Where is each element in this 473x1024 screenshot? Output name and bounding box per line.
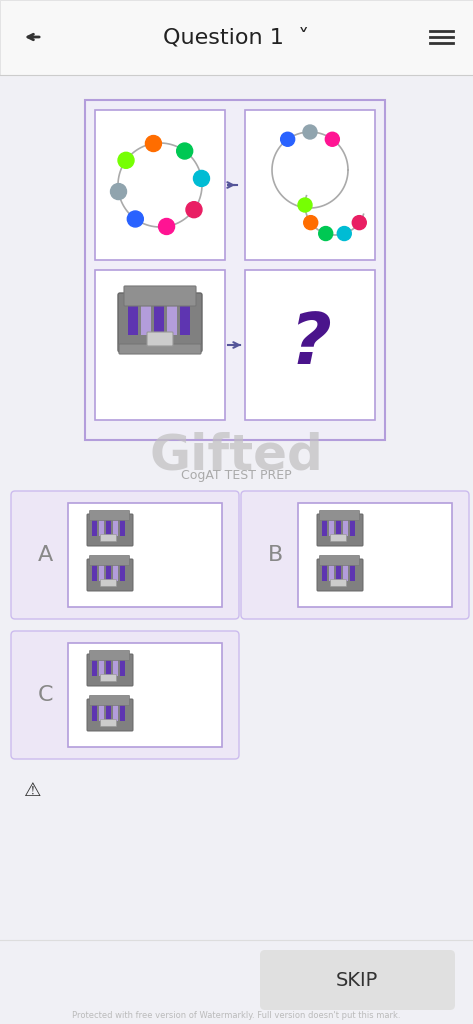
Circle shape [145, 135, 161, 152]
FancyBboxPatch shape [118, 293, 202, 352]
Bar [343, 561, 348, 581]
Bar [99, 516, 104, 536]
FancyBboxPatch shape [331, 580, 347, 587]
Circle shape [118, 153, 134, 168]
FancyBboxPatch shape [124, 286, 196, 306]
Bar [128, 297, 138, 335]
Bar [106, 656, 111, 676]
Bar [120, 701, 125, 721]
Bar [106, 516, 111, 536]
Circle shape [304, 216, 318, 229]
Circle shape [177, 143, 193, 159]
FancyBboxPatch shape [89, 650, 130, 660]
Bar [336, 516, 341, 536]
Bar [180, 297, 190, 335]
FancyBboxPatch shape [100, 580, 116, 587]
Bar [322, 561, 327, 581]
FancyBboxPatch shape [68, 503, 222, 607]
Text: ?: ? [289, 310, 331, 380]
Text: A: A [37, 545, 53, 565]
Bar [113, 516, 118, 536]
Circle shape [158, 218, 175, 234]
FancyBboxPatch shape [89, 555, 130, 565]
FancyBboxPatch shape [89, 511, 130, 520]
Text: SKIP: SKIP [336, 971, 378, 989]
Bar [329, 561, 334, 581]
Circle shape [127, 211, 143, 227]
FancyBboxPatch shape [331, 535, 347, 542]
Circle shape [319, 226, 333, 241]
Bar [92, 656, 97, 676]
Bar [92, 516, 97, 536]
FancyBboxPatch shape [319, 511, 359, 520]
FancyBboxPatch shape [87, 514, 133, 546]
Bar [350, 516, 355, 536]
FancyBboxPatch shape [87, 559, 133, 591]
FancyBboxPatch shape [245, 270, 375, 420]
FancyBboxPatch shape [260, 950, 455, 1010]
Circle shape [337, 226, 351, 241]
Bar [343, 516, 348, 536]
Text: Protected with free version of Watermarkly. Full version doesn't put this mark.: Protected with free version of Watermark… [72, 1011, 400, 1020]
Circle shape [193, 170, 210, 186]
Circle shape [186, 202, 202, 218]
FancyBboxPatch shape [100, 720, 116, 726]
Text: ⚠: ⚠ [24, 780, 42, 800]
FancyBboxPatch shape [95, 270, 225, 420]
Bar [113, 656, 118, 676]
Text: Gifted: Gifted [149, 431, 323, 479]
Bar [106, 561, 111, 581]
FancyBboxPatch shape [317, 559, 363, 591]
Circle shape [325, 132, 339, 146]
Text: C: C [37, 685, 53, 705]
Bar [120, 516, 125, 536]
Bar [350, 561, 355, 581]
Circle shape [111, 183, 126, 200]
Bar [336, 561, 341, 581]
Bar [141, 297, 151, 335]
Circle shape [280, 132, 295, 146]
FancyBboxPatch shape [317, 514, 363, 546]
FancyBboxPatch shape [87, 654, 133, 686]
Text: CogAT TEST PREP: CogAT TEST PREP [181, 469, 291, 481]
Bar [167, 297, 177, 335]
FancyBboxPatch shape [100, 675, 116, 682]
Bar [99, 701, 104, 721]
Circle shape [298, 198, 312, 212]
FancyBboxPatch shape [11, 490, 239, 618]
Text: Question 1  ˅: Question 1 ˅ [163, 27, 309, 47]
FancyBboxPatch shape [147, 332, 173, 346]
Bar [92, 701, 97, 721]
FancyBboxPatch shape [85, 100, 385, 440]
Circle shape [352, 216, 366, 229]
FancyBboxPatch shape [245, 110, 375, 260]
FancyBboxPatch shape [95, 110, 225, 260]
FancyBboxPatch shape [89, 695, 130, 706]
Bar [92, 561, 97, 581]
FancyBboxPatch shape [0, 0, 473, 75]
Bar [154, 297, 164, 335]
FancyBboxPatch shape [100, 535, 116, 542]
Bar [322, 516, 327, 536]
FancyBboxPatch shape [241, 490, 469, 618]
FancyBboxPatch shape [119, 344, 201, 354]
Bar [99, 561, 104, 581]
FancyBboxPatch shape [87, 699, 133, 731]
Bar [113, 561, 118, 581]
FancyBboxPatch shape [68, 643, 222, 746]
Bar [106, 701, 111, 721]
Circle shape [303, 125, 317, 139]
Bar [99, 656, 104, 676]
Bar [329, 516, 334, 536]
Text: B: B [267, 545, 283, 565]
FancyBboxPatch shape [298, 503, 452, 607]
Bar [120, 656, 125, 676]
Bar [120, 561, 125, 581]
Bar [113, 701, 118, 721]
FancyBboxPatch shape [11, 631, 239, 759]
FancyBboxPatch shape [319, 555, 359, 565]
